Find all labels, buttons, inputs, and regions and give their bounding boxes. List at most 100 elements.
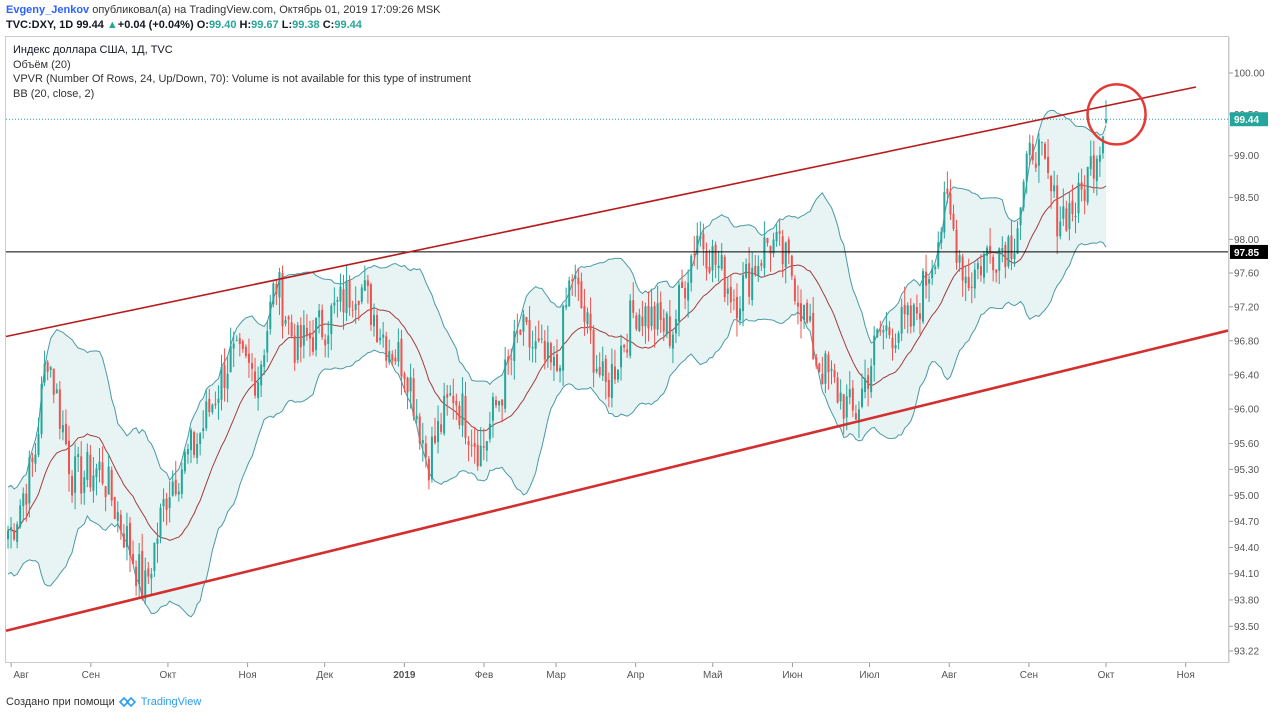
candle-body bbox=[1016, 228, 1019, 254]
candle-body bbox=[479, 445, 482, 467]
candle-body bbox=[851, 387, 854, 411]
legend-volume[interactable]: Объём (20) bbox=[13, 58, 71, 71]
candle-body bbox=[31, 457, 34, 463]
candle-body bbox=[95, 468, 98, 478]
candle-body bbox=[708, 266, 711, 273]
candle-body bbox=[287, 316, 290, 320]
candle-body bbox=[345, 280, 348, 314]
candle-body bbox=[336, 300, 339, 302]
candle-body bbox=[421, 440, 424, 444]
candle-body bbox=[1086, 166, 1089, 203]
candle-body bbox=[89, 454, 92, 488]
candle-body bbox=[400, 338, 403, 377]
x-tick-label: Апр bbox=[627, 670, 645, 681]
candle-body bbox=[58, 389, 61, 429]
candle-body bbox=[656, 303, 659, 330]
candle-body bbox=[254, 371, 257, 396]
candle-body bbox=[211, 404, 214, 413]
candle-body bbox=[1037, 139, 1040, 166]
last-price-tag bbox=[1230, 112, 1268, 127]
candle-body bbox=[305, 327, 308, 336]
candle-body bbox=[760, 263, 763, 266]
candle-body bbox=[156, 538, 159, 544]
candle-body bbox=[1098, 155, 1101, 162]
trend-line bbox=[5, 86, 1197, 338]
candle-body bbox=[918, 313, 921, 320]
candle-body bbox=[989, 246, 992, 254]
candle-body bbox=[455, 400, 458, 406]
candle-body bbox=[617, 369, 619, 380]
candle-body bbox=[1025, 153, 1028, 182]
candle-body bbox=[998, 248, 1001, 271]
candle-body bbox=[674, 319, 677, 334]
footer-brand[interactable]: TradingView bbox=[140, 696, 202, 708]
candle-body bbox=[125, 526, 128, 548]
candle-body bbox=[772, 239, 775, 254]
y-tick-label: 93.22 bbox=[1234, 647, 1259, 658]
candle-body bbox=[964, 276, 967, 284]
legend-vpvr[interactable]: VPVR (Number Of Rows, 24, Up/Down, 70): … bbox=[13, 73, 471, 85]
candle-body bbox=[357, 300, 360, 306]
candle-body bbox=[824, 353, 827, 384]
candle-body bbox=[882, 330, 885, 333]
y-tick-label: 95.00 bbox=[1234, 491, 1259, 502]
y-tick-label: 93.80 bbox=[1234, 595, 1259, 606]
candle-body bbox=[330, 305, 333, 335]
candle-body bbox=[138, 554, 141, 585]
candle-body bbox=[528, 320, 531, 348]
candle-body bbox=[205, 401, 208, 429]
candle-body bbox=[775, 232, 778, 242]
candle-body bbox=[885, 325, 888, 331]
candle-body bbox=[461, 393, 464, 426]
candle-body bbox=[979, 265, 982, 276]
candle-body bbox=[540, 338, 543, 340]
candle-body bbox=[183, 452, 186, 472]
candle-body bbox=[369, 284, 372, 325]
candle-body bbox=[406, 377, 409, 393]
candle-body bbox=[992, 256, 995, 271]
candle-body bbox=[815, 357, 818, 366]
candle-body bbox=[168, 497, 171, 509]
candle-body bbox=[525, 317, 528, 322]
tradingview-logo-icon bbox=[118, 696, 136, 708]
candle-body bbox=[1031, 144, 1034, 161]
candle-body bbox=[650, 306, 653, 327]
candle-body bbox=[327, 335, 330, 344]
candle-body bbox=[302, 325, 305, 346]
candle-body bbox=[116, 512, 119, 521]
candle-body bbox=[1004, 245, 1007, 268]
chart-legend: Индекс доллара США, 1Д, TVC Объём (20) V… bbox=[13, 43, 471, 101]
candle-body bbox=[507, 356, 510, 362]
legend-symbol[interactable]: Индекс доллара США, 1Д, TVC bbox=[13, 44, 173, 56]
candle-body bbox=[434, 435, 436, 443]
candle-body bbox=[803, 304, 806, 320]
candle-body bbox=[452, 395, 455, 404]
author-link[interactable]: Evgeny_Jenkov bbox=[6, 4, 90, 16]
candle-body bbox=[623, 345, 626, 348]
candle-body bbox=[476, 444, 479, 467]
candle-body bbox=[7, 530, 9, 540]
candle-body bbox=[10, 527, 13, 531]
candle-body bbox=[763, 237, 766, 269]
candle-body bbox=[104, 486, 107, 498]
candle-body bbox=[830, 368, 833, 371]
candle-body bbox=[171, 481, 174, 496]
y-tick-label: 99.00 bbox=[1234, 151, 1259, 162]
last-price-label: 99.44 bbox=[1234, 115, 1259, 126]
candle-body bbox=[806, 302, 809, 323]
candle-body bbox=[595, 368, 598, 372]
candle-body bbox=[571, 279, 574, 281]
candle-body bbox=[766, 237, 769, 243]
candle-body bbox=[132, 554, 135, 565]
candle-body bbox=[83, 477, 86, 493]
candle-body bbox=[220, 367, 223, 400]
candle-body bbox=[144, 570, 147, 599]
candle-body bbox=[504, 359, 507, 409]
candle-body bbox=[1095, 158, 1098, 182]
candle-body bbox=[257, 381, 260, 399]
candle-body bbox=[912, 304, 915, 326]
legend-bb[interactable]: BB (20, close, 2) bbox=[13, 87, 95, 100]
candle-body bbox=[446, 394, 449, 398]
candle-body bbox=[68, 440, 70, 475]
